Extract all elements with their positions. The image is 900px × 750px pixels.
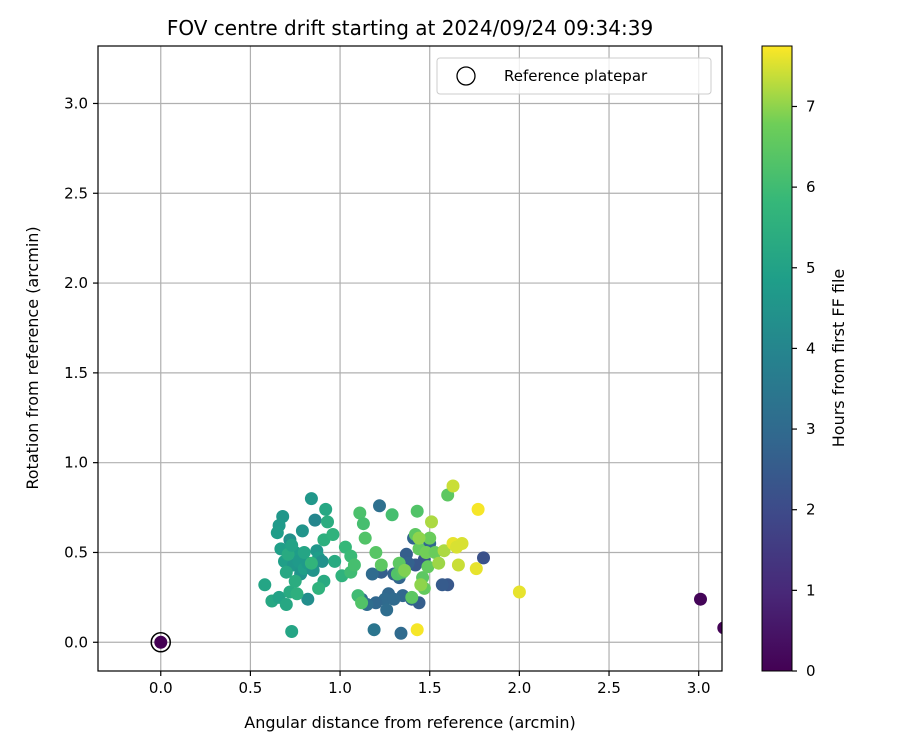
data-point bbox=[469, 562, 483, 576]
data-point bbox=[315, 554, 329, 568]
legend-reference-label: Reference platepar bbox=[504, 67, 648, 85]
x-axis-label: Angular distance from reference (arcmin) bbox=[244, 713, 575, 732]
data-point bbox=[451, 558, 465, 572]
data-point bbox=[410, 623, 424, 637]
data-point bbox=[285, 538, 299, 552]
colorbar-label: Hours from first FF file bbox=[829, 269, 848, 448]
reference-platepar-marker bbox=[150, 632, 172, 653]
data-point bbox=[455, 537, 469, 550]
data-point bbox=[432, 556, 446, 570]
data-point bbox=[394, 626, 408, 640]
x-tick-label: 0.5 bbox=[238, 679, 262, 697]
data-point bbox=[279, 598, 293, 611]
data-point bbox=[385, 508, 399, 522]
data-point bbox=[358, 531, 372, 545]
y-tick-label: 1.0 bbox=[64, 454, 88, 472]
y-tick-label: 2.0 bbox=[64, 274, 88, 292]
data-point bbox=[435, 578, 449, 592]
legend-reference-marker bbox=[456, 66, 476, 86]
x-tick-label: 0.0 bbox=[149, 679, 173, 697]
x-tick-label: 3.0 bbox=[687, 679, 711, 697]
data-point bbox=[258, 578, 272, 592]
x-tick-label: 1.0 bbox=[328, 679, 352, 697]
data-point bbox=[154, 635, 168, 649]
colorbar-tick-label: 3 bbox=[806, 420, 816, 438]
data-point bbox=[308, 513, 322, 527]
data-point bbox=[326, 528, 340, 541]
chart-title: FOV centre drift starting at 2024/09/24 … bbox=[167, 16, 653, 40]
data-point bbox=[355, 596, 369, 610]
colorbar-tick-label: 0 bbox=[806, 662, 816, 680]
data-point bbox=[285, 625, 299, 638]
data-point bbox=[412, 531, 426, 545]
data-point bbox=[410, 504, 424, 518]
legend-box bbox=[436, 57, 712, 95]
data-point bbox=[405, 590, 419, 604]
data-point bbox=[471, 502, 485, 516]
legend: Reference platepar bbox=[436, 57, 712, 95]
colorbar: 0 1 2 3 4 5 6 7 Hours from first FF file bbox=[761, 45, 848, 680]
plot-frame bbox=[97, 45, 723, 672]
data-points bbox=[154, 479, 722, 649]
data-point bbox=[312, 581, 326, 595]
data-point bbox=[321, 515, 334, 529]
y-tick-label: 3.0 bbox=[64, 94, 88, 112]
data-point bbox=[421, 560, 435, 574]
data-point bbox=[279, 565, 293, 579]
data-point bbox=[295, 524, 309, 538]
y-tick-label: 0.5 bbox=[64, 543, 88, 561]
colorbar-ticks: 0 1 2 3 4 5 6 7 bbox=[792, 97, 816, 680]
y-tick-label: 1.5 bbox=[64, 364, 88, 382]
y-axis-label: Rotation from reference (arcmin) bbox=[23, 226, 42, 489]
data-point bbox=[290, 587, 304, 601]
x-tick-label: 2.5 bbox=[597, 679, 621, 697]
x-axis-ticks: 0.0 0.5 1.0 1.5 2.0 2.5 3.0 bbox=[149, 671, 711, 697]
data-point bbox=[425, 515, 438, 529]
data-point bbox=[297, 546, 311, 559]
data-point bbox=[373, 499, 386, 513]
colorbar-tick-label: 6 bbox=[806, 178, 816, 196]
data-point bbox=[387, 592, 401, 606]
grid bbox=[98, 46, 722, 671]
reference-layer bbox=[150, 632, 172, 653]
y-axis-ticks: 0.0 0.5 1.0 1.5 2.0 2.5 3.0 bbox=[64, 94, 98, 651]
colorbar-tick-label: 4 bbox=[806, 339, 816, 357]
data-point bbox=[319, 502, 333, 516]
data-point bbox=[288, 574, 302, 588]
x-tick-label: 1.5 bbox=[418, 679, 442, 697]
data-point bbox=[304, 556, 318, 570]
y-tick-label: 0.0 bbox=[64, 633, 88, 651]
data-point bbox=[328, 554, 342, 568]
x-tick-label: 2.0 bbox=[507, 679, 531, 697]
data-point bbox=[356, 517, 370, 531]
colorbar-tick-label: 5 bbox=[806, 259, 816, 277]
colorbar-gradient bbox=[761, 45, 793, 672]
data-point bbox=[398, 563, 412, 577]
data-point bbox=[419, 546, 433, 559]
data-point bbox=[374, 558, 388, 572]
data-point bbox=[365, 567, 379, 581]
data-point bbox=[694, 592, 707, 606]
data-point bbox=[270, 526, 284, 540]
data-point bbox=[512, 585, 526, 599]
data-point bbox=[367, 623, 381, 637]
colorbar-tick-label: 1 bbox=[806, 581, 816, 599]
y-tick-label: 2.5 bbox=[64, 184, 88, 202]
data-point bbox=[446, 479, 460, 493]
data-point bbox=[369, 546, 383, 559]
data-point bbox=[437, 544, 451, 558]
data-point bbox=[304, 492, 318, 506]
data-point bbox=[477, 551, 490, 565]
data-point bbox=[717, 621, 722, 635]
data-point bbox=[353, 506, 367, 520]
data-point bbox=[414, 578, 428, 592]
data-point bbox=[347, 558, 361, 572]
data-point bbox=[380, 603, 394, 617]
data-point bbox=[301, 592, 315, 606]
colorbar-tick-label: 7 bbox=[806, 97, 816, 115]
colorbar-tick-label: 2 bbox=[806, 501, 816, 519]
data-point bbox=[423, 531, 437, 545]
